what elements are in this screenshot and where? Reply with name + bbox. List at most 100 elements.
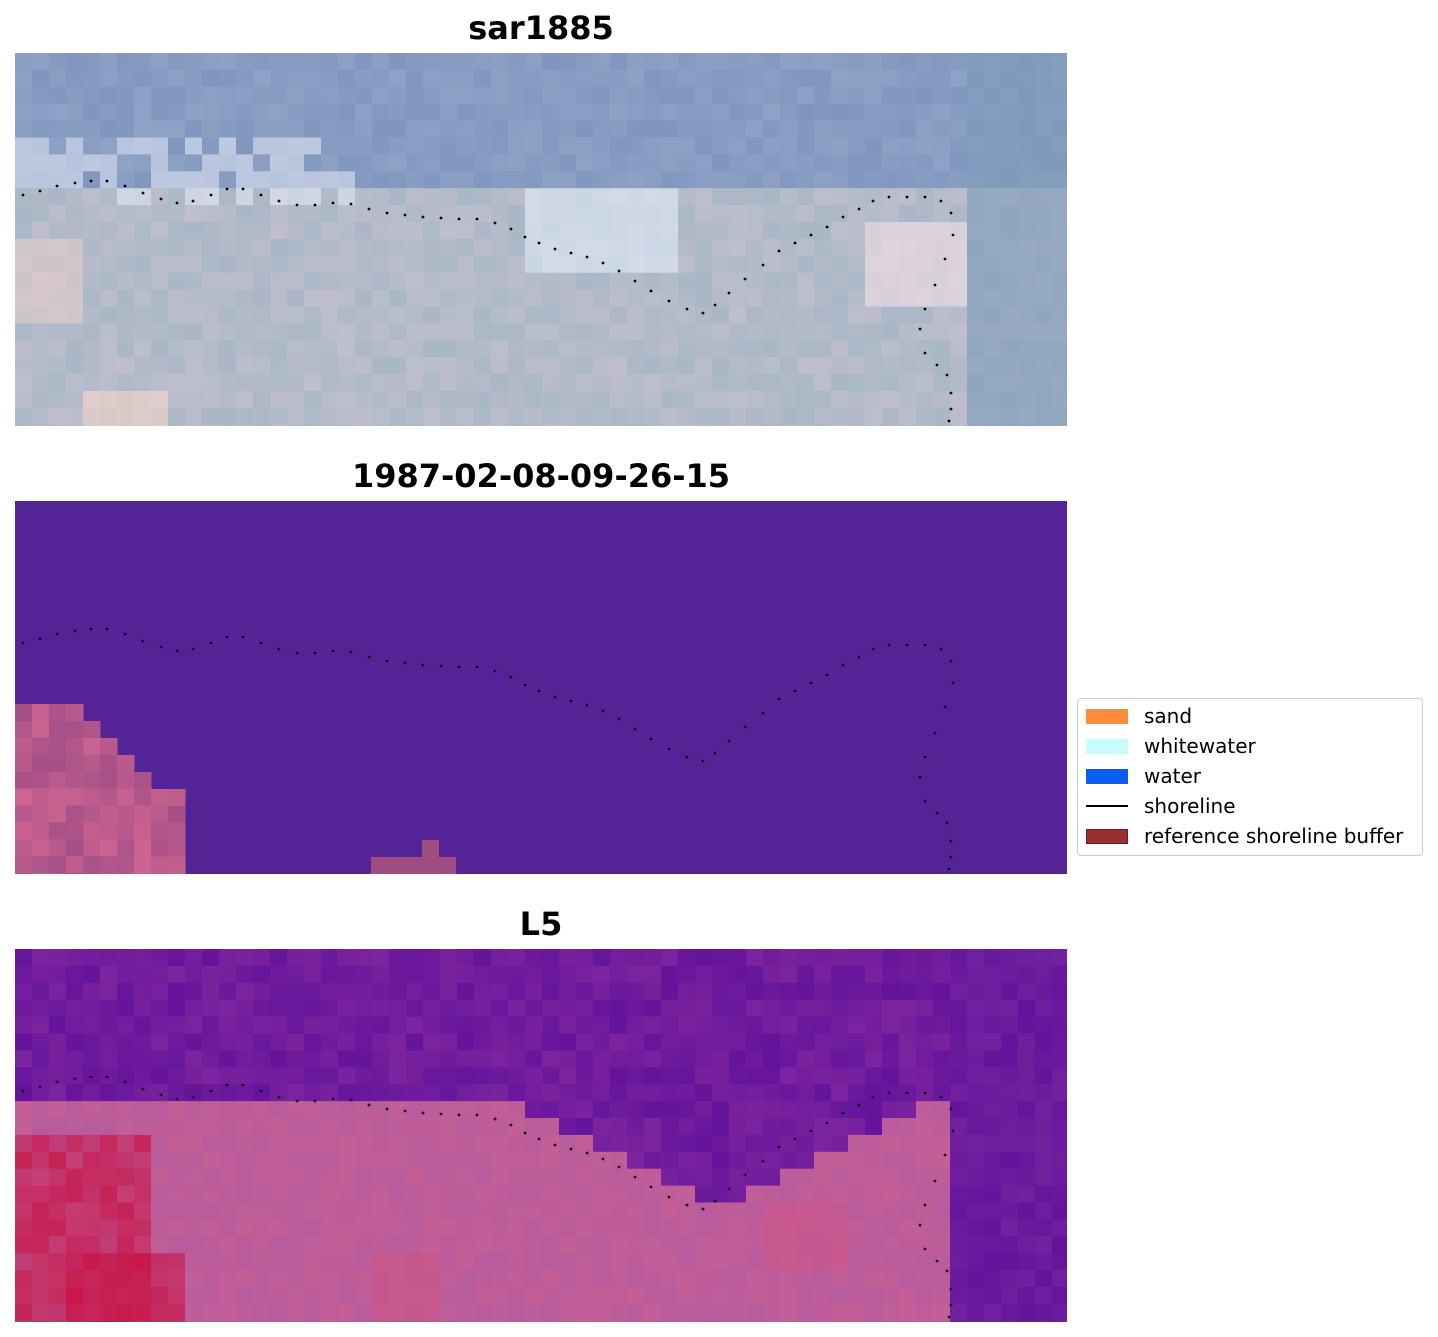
shoreline-point (701, 1207, 705, 1211)
shoreline-point (667, 1195, 671, 1199)
shoreline-point (871, 1095, 875, 1099)
shoreline-point (191, 199, 195, 203)
shoreline-point (713, 303, 717, 307)
shoreline-point (553, 695, 557, 699)
shoreline-point (943, 257, 947, 261)
shoreline-point (949, 1303, 953, 1307)
reference-buffer-swatch (1086, 828, 1128, 844)
shoreline-point (403, 661, 407, 665)
shoreline-point (949, 839, 953, 843)
shoreline-point (89, 1075, 93, 1079)
shoreline-point (553, 1143, 557, 1147)
shoreline-point (191, 1095, 195, 1099)
shoreline-point (761, 1159, 765, 1163)
shoreline-point (175, 201, 179, 205)
shoreline-point (857, 655, 861, 659)
shoreline-point (935, 363, 939, 367)
shoreline-point (727, 739, 731, 743)
shoreline-point (209, 1089, 213, 1093)
shoreline-point (923, 195, 927, 199)
shoreline-point (685, 755, 689, 759)
legend-item-reference-buffer: reference shoreline buffer (1086, 824, 1403, 848)
shoreline-point (887, 195, 891, 199)
shoreline-point (871, 199, 875, 203)
shoreline-point (569, 699, 573, 703)
shoreline-point (923, 307, 927, 311)
shoreline-point (313, 651, 317, 655)
shoreline-point (743, 1173, 747, 1177)
shoreline-point (923, 799, 927, 803)
shoreline-point (439, 664, 443, 668)
shoreline-point (649, 737, 653, 741)
classification-background (15, 501, 1067, 874)
shoreline-point (73, 181, 77, 185)
shoreline-point (509, 1123, 513, 1127)
shoreline-point (295, 651, 299, 655)
shoreline-point (537, 241, 541, 245)
shoreline-point (793, 1137, 797, 1141)
shoreline-point (761, 263, 765, 267)
shoreline-point (809, 681, 813, 685)
shoreline-point (421, 1111, 425, 1115)
shoreline-point (475, 1113, 479, 1117)
shoreline-point (727, 291, 731, 295)
shoreline-point (649, 1185, 653, 1189)
shoreline-point (943, 1153, 947, 1157)
shoreline-point (21, 193, 25, 197)
shoreline-point (259, 641, 263, 645)
shoreline-point (633, 279, 637, 283)
panel-title-sar: sar1885 (468, 9, 614, 47)
shoreline-point (949, 659, 953, 663)
shoreline-point (259, 1089, 263, 1093)
shoreline-point (601, 261, 605, 265)
shoreline-point (667, 299, 671, 303)
shoreline-point (841, 1111, 845, 1115)
sand-swatch (1086, 708, 1128, 724)
panel-title-classification: 1987-02-08-09-26-15 (351, 457, 731, 495)
shoreline-point (141, 1087, 145, 1091)
shoreline-point (123, 1080, 127, 1084)
legend-item-sand: sand (1086, 704, 1192, 728)
shoreline-point (421, 663, 425, 667)
shoreline-point (918, 327, 922, 331)
shoreline-point (457, 1113, 461, 1117)
shoreline-point (509, 227, 513, 231)
shoreline-point (809, 1129, 813, 1133)
shoreline-point (385, 659, 389, 663)
shoreline-point (73, 1077, 77, 1081)
l5-image-panel (15, 949, 1067, 1322)
shoreline-point (727, 1187, 731, 1191)
shoreline-point (825, 673, 829, 677)
shoreline-point (918, 1223, 922, 1227)
shoreline-point (951, 1129, 955, 1133)
shoreline-point (601, 709, 605, 713)
legend-label: whitewater (1144, 734, 1256, 758)
shoreline-point (905, 643, 909, 647)
shoreline-point (225, 187, 229, 191)
shoreline-point (509, 675, 513, 679)
shoreline-point (617, 1165, 621, 1169)
shoreline-point (887, 1091, 891, 1095)
shoreline-point (918, 775, 922, 779)
shoreline-point (403, 1109, 407, 1113)
shoreline-point (209, 193, 213, 197)
shoreline-point (793, 689, 797, 693)
shoreline-point (857, 207, 861, 211)
shoreline-point (175, 1097, 179, 1101)
shoreline-point (841, 215, 845, 219)
shoreline-point (617, 717, 621, 721)
shoreline (21, 179, 955, 423)
shoreline-point (685, 1203, 689, 1207)
shoreline-point (743, 725, 747, 729)
shoreline-point (475, 665, 479, 669)
shoreline-point (949, 391, 953, 395)
shoreline-point (951, 681, 955, 685)
buffer-overlay (371, 857, 456, 874)
shoreline-point (949, 211, 953, 215)
shoreline-point (439, 1112, 443, 1116)
shoreline-point (523, 1131, 527, 1135)
shoreline-point (933, 283, 937, 287)
shoreline-point (601, 1157, 605, 1161)
whitewater-swatch (1086, 738, 1128, 754)
shoreline-point (89, 179, 93, 183)
